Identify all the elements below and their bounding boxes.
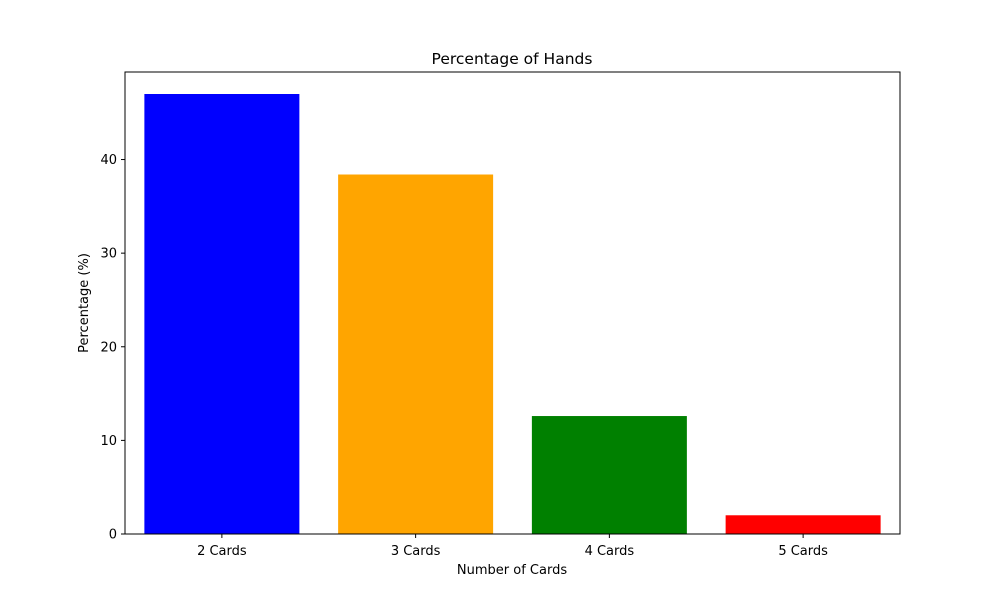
x-tick-label: 3 Cards: [391, 544, 441, 559]
x-axis: 2 Cards 3 Cards 4 Cards 5 Cards: [197, 534, 828, 559]
y-axis-label: Percentage (%): [77, 253, 92, 353]
x-tick-label: 2 Cards: [197, 544, 247, 559]
x-tick-label: 4 Cards: [585, 544, 635, 559]
chart-title: Percentage of Hands: [432, 50, 593, 68]
bar-3-cards: [338, 174, 494, 535]
y-tick-label: 20: [100, 340, 117, 355]
plot-frame: [124, 71, 901, 535]
bar-5-cards: [725, 515, 881, 534]
y-tick-label: 30: [100, 247, 117, 262]
x-axis-label: Number of Cards: [457, 563, 567, 578]
bar-2-cards: [144, 94, 300, 534]
y-tick-label: 10: [100, 434, 117, 449]
bar-4-cards: [531, 416, 687, 534]
x-tick-label: 5 Cards: [778, 544, 828, 559]
y-tick-label: 0: [109, 528, 117, 543]
bars-group: [144, 94, 881, 535]
y-axis: 0 10 20 30 40: [100, 153, 125, 543]
y-tick-label: 40: [100, 153, 117, 168]
